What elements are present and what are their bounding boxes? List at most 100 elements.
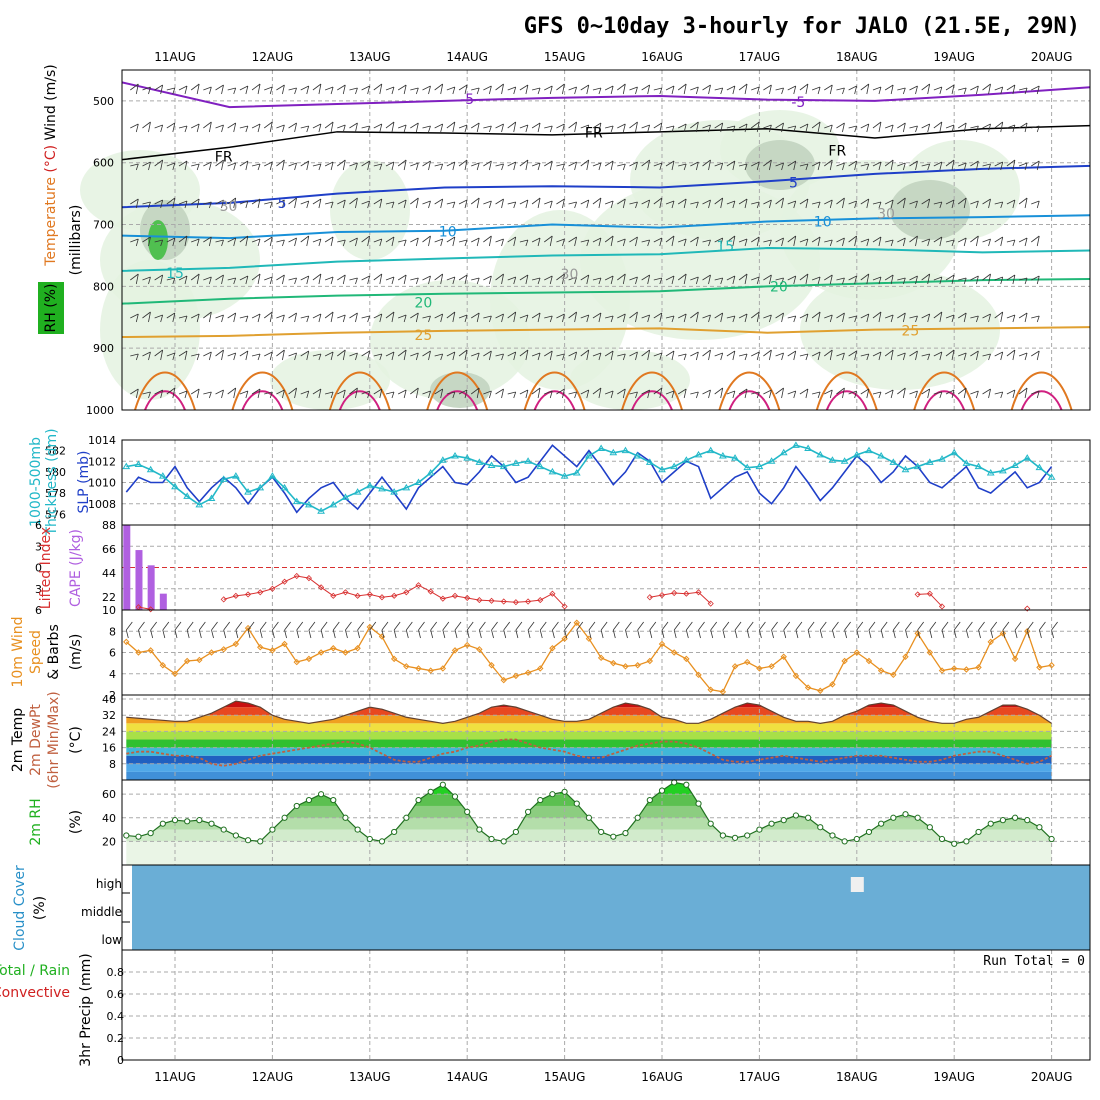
wind-barb bbox=[775, 277, 784, 285]
contour-label: FR bbox=[215, 150, 233, 166]
wind-barb bbox=[885, 124, 894, 133]
wind-barb bbox=[580, 84, 590, 95]
wind-barb bbox=[605, 315, 614, 323]
axis-label-wind10: 10m Wind bbox=[10, 616, 26, 687]
tick-label: 40 bbox=[102, 812, 116, 825]
wind-barb bbox=[604, 200, 614, 209]
rh-marker bbox=[524, 808, 532, 815]
tick-label: 6 bbox=[109, 647, 116, 660]
wind-barb bbox=[970, 315, 979, 323]
wind-barb bbox=[300, 125, 310, 133]
wind-barb bbox=[860, 313, 870, 323]
thickness-marker bbox=[280, 483, 289, 491]
wind-barb bbox=[288, 277, 297, 285]
rh-marker bbox=[878, 820, 885, 827]
wind-barb bbox=[349, 387, 358, 399]
wind-barb bbox=[373, 238, 383, 247]
wind-barb bbox=[860, 238, 870, 247]
wind-barb bbox=[422, 235, 431, 247]
wind-barb bbox=[970, 200, 979, 209]
wind-barb bbox=[750, 121, 760, 133]
wind-barb bbox=[458, 159, 468, 171]
wind-barb bbox=[154, 239, 164, 247]
wind-barb bbox=[982, 313, 991, 323]
rh-marker bbox=[159, 820, 166, 827]
isotherm-30 bbox=[621, 371, 683, 411]
rh-band bbox=[126, 794, 1052, 806]
wind-barb bbox=[410, 122, 419, 133]
isotherm-35 bbox=[631, 390, 673, 411]
wind-barb bbox=[130, 198, 139, 209]
wind-barb bbox=[1031, 275, 1040, 285]
wind-barb bbox=[738, 353, 748, 361]
axis-label-wind10: & Barbs bbox=[46, 624, 62, 680]
wind-barb bbox=[385, 311, 395, 323]
wind-barb bbox=[799, 313, 809, 323]
cloud-level-label: middle bbox=[81, 905, 122, 919]
wind-barb bbox=[349, 87, 358, 95]
wind-barb bbox=[186, 621, 194, 639]
rh-marker bbox=[622, 830, 629, 837]
wind10-marker bbox=[257, 643, 264, 651]
legend-total-rain: Total / Rain bbox=[0, 963, 70, 979]
wind-barb bbox=[714, 312, 724, 323]
wind10-marker bbox=[281, 640, 288, 648]
wind-barb bbox=[929, 621, 937, 639]
wind-barb bbox=[507, 121, 517, 133]
lifted-marker bbox=[561, 603, 568, 610]
wind-barb bbox=[795, 621, 803, 639]
wind-barb bbox=[690, 276, 699, 285]
wind-barb bbox=[884, 349, 894, 361]
wind-barb bbox=[653, 277, 663, 285]
wind-barb bbox=[1026, 621, 1034, 639]
wind-barb bbox=[958, 237, 967, 247]
wind-barb bbox=[215, 314, 224, 323]
rh-marker bbox=[123, 832, 130, 839]
thickness-marker bbox=[743, 463, 752, 471]
wind-barb bbox=[612, 621, 620, 639]
wind-barb bbox=[324, 236, 334, 247]
thickness-marker bbox=[305, 500, 313, 508]
rh-band bbox=[126, 817, 1052, 830]
date-label-bottom: 20AUG bbox=[1031, 1070, 1073, 1084]
wind-barb bbox=[531, 237, 541, 247]
wind-barb bbox=[544, 85, 553, 95]
thickness-marker bbox=[536, 462, 545, 470]
wind-barb bbox=[617, 238, 626, 247]
wind-barb bbox=[994, 86, 1004, 95]
lifted-marker bbox=[220, 596, 227, 603]
rh-marker bbox=[671, 779, 678, 786]
lifted-marker bbox=[269, 585, 276, 592]
cloud-level-label: low bbox=[102, 933, 123, 947]
rh-marker bbox=[829, 832, 836, 839]
wind-barb bbox=[357, 621, 364, 639]
thickness-marker bbox=[1047, 473, 1056, 480]
lifted-marker bbox=[147, 606, 154, 613]
rh-marker bbox=[1048, 835, 1055, 843]
thickness-marker bbox=[767, 457, 776, 464]
rh-marker bbox=[951, 840, 958, 847]
wind-barb bbox=[142, 86, 151, 95]
axis-label-rh-unit: (%) bbox=[68, 810, 84, 834]
wind-barb bbox=[251, 163, 261, 171]
wind-barb bbox=[130, 83, 139, 95]
wind10-marker bbox=[123, 638, 130, 646]
thickness-marker bbox=[901, 465, 910, 473]
wind-barb bbox=[836, 352, 845, 361]
thickness-marker bbox=[195, 500, 204, 508]
wind-barb bbox=[458, 349, 468, 361]
wind-barb bbox=[799, 388, 809, 399]
rh-shade-dark bbox=[430, 372, 490, 408]
wind-barb bbox=[702, 124, 711, 133]
rh-shade bbox=[270, 350, 390, 410]
wind-barb bbox=[276, 389, 285, 399]
wind-barb bbox=[251, 353, 261, 361]
wind-barb bbox=[1006, 349, 1016, 361]
isotherm-line bbox=[121, 277, 1091, 305]
rh-marker bbox=[658, 787, 666, 794]
wind-barb bbox=[897, 387, 906, 399]
wind-barb bbox=[1018, 197, 1028, 209]
wind-barb bbox=[434, 313, 444, 323]
wind-barb bbox=[483, 235, 492, 247]
rh-marker bbox=[196, 817, 203, 824]
